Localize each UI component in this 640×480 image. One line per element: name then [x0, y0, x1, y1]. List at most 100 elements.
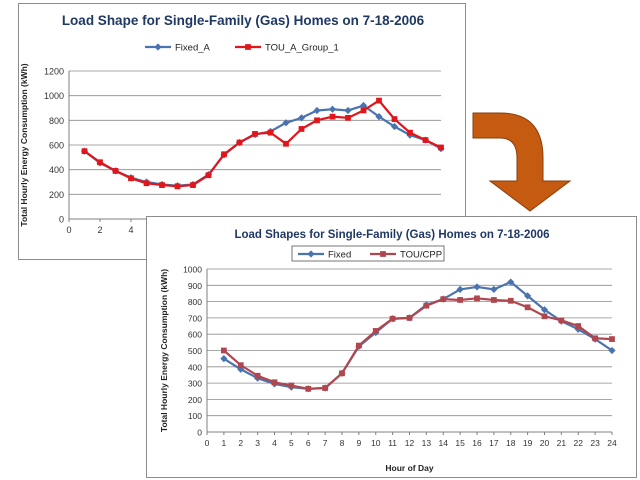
x-tick-label: 4 — [128, 225, 133, 235]
x-tick-label: 2 — [238, 438, 243, 448]
data-point-tou-cpp — [254, 372, 261, 379]
y-tick-label: 1000 — [44, 91, 64, 101]
y-tick-label: 700 — [188, 313, 202, 323]
x-tick-label: 16 — [472, 438, 482, 448]
data-point-tou-cpp — [524, 304, 531, 311]
data-point-tou-cpp — [372, 328, 379, 334]
data-point-tou-cpp — [339, 370, 345, 377]
y-tick-label: 300 — [188, 379, 202, 389]
data-point-tou-a-group-1 — [221, 151, 227, 158]
data-point-tou-a-group-1 — [314, 117, 320, 124]
data-point-tou-cpp — [457, 297, 464, 303]
legend-marker-fixed — [307, 250, 315, 258]
series-line-tou-cpp — [223, 297, 613, 390]
data-point-fixed-a — [344, 106, 352, 115]
data-point-fixed — [608, 346, 616, 355]
data-point-fixed — [540, 306, 549, 314]
x-axis-label: Hour of Day — [385, 463, 433, 473]
data-point-fixed — [473, 283, 481, 291]
legend-label-tou-a-group-1: TOU_A_Group_1 — [265, 43, 339, 54]
data-point-fixed-a — [359, 101, 368, 110]
data-point-fixed-a — [390, 122, 399, 131]
data-point-tou-a-group-1 — [283, 140, 289, 147]
chart-title: Load Shapes for Single-Family (Gas) Home… — [234, 229, 549, 241]
data-point-tou-a-group-1 — [438, 144, 444, 151]
data-point-tou-a-group-1 — [112, 168, 119, 174]
y-tick-label: 800 — [49, 116, 64, 126]
legend-label-tou-cpp: TOU/CPP — [400, 250, 442, 261]
data-point-tou-cpp — [237, 362, 244, 369]
y-tick-label: 200 — [49, 190, 64, 200]
y-tick-label: 600 — [188, 330, 202, 340]
data-point-tou-cpp — [389, 315, 396, 322]
data-point-fixed-a — [328, 105, 337, 113]
x-tick-label: 6 — [306, 438, 311, 448]
x-tick-label: 3 — [255, 438, 260, 448]
x-tick-label: 21 — [557, 438, 567, 448]
y-tick-label: 200 — [188, 395, 202, 405]
legend-label-fixed: Fixed — [328, 250, 351, 261]
series-line-tou-a-group-1 — [83, 99, 442, 188]
legend-label-fixed-a: Fixed_A — [175, 43, 211, 54]
x-tick-label: 18 — [506, 438, 516, 448]
data-point-tou-a-group-1 — [143, 180, 150, 187]
x-tick-label: 22 — [574, 438, 584, 448]
data-point-tou-cpp — [507, 297, 514, 304]
data-point-tou-a-group-1 — [422, 137, 429, 143]
x-tick-label: 1 — [222, 438, 227, 448]
data-point-tou-a-group-1 — [81, 148, 88, 155]
data-point-tou-a-group-1 — [267, 129, 274, 136]
chart-panel-fixed-vs-tou-cpp: Load Shapes for Single-Family (Gas) Home… — [146, 216, 637, 478]
y-tick-label: 1000 — [183, 265, 202, 275]
data-point-tou-cpp — [406, 315, 413, 321]
data-point-tou-cpp — [609, 336, 615, 342]
curved-arrow-icon — [472, 112, 572, 212]
legend-marker-tou-cpp — [380, 251, 386, 257]
data-point-tou-a-group-1 — [345, 114, 351, 121]
data-point-tou-a-group-1 — [159, 182, 165, 188]
y-tick-label: 500 — [188, 346, 202, 356]
data-point-tou-a-group-1 — [190, 182, 196, 188]
data-point-tou-a-group-1 — [236, 139, 243, 146]
legend-box — [291, 245, 445, 262]
data-point-tou-a-group-1 — [252, 131, 258, 137]
data-point-fixed — [220, 355, 228, 363]
series-line-fixed-a — [83, 104, 442, 187]
x-tick-label: 19 — [523, 438, 533, 448]
data-point-tou-a-group-1 — [298, 126, 305, 132]
data-point-fixed-a — [313, 106, 321, 115]
y-axis-label: Total Hourly Energy Consumption (kWh) — [159, 269, 169, 432]
x-tick-label: 24 — [607, 438, 617, 448]
x-tick-label: 5 — [289, 438, 294, 448]
data-point-tou-cpp — [575, 323, 582, 329]
x-tick-label: 20 — [540, 438, 550, 448]
data-point-fixed-a — [297, 114, 306, 122]
y-tick-label: 0 — [197, 428, 202, 438]
data-point-tou-cpp — [592, 335, 599, 342]
x-tick-label: 7 — [323, 438, 328, 448]
data-point-tou-cpp — [220, 347, 227, 354]
data-point-tou-a-group-1 — [205, 172, 212, 179]
y-tick-label: 1200 — [44, 67, 64, 77]
data-point-tou-cpp — [305, 385, 312, 392]
x-tick-label: 2 — [97, 225, 102, 235]
y-tick-label: 800 — [188, 297, 202, 307]
y-tick-label: 900 — [188, 281, 202, 291]
data-point-tou-cpp — [423, 302, 430, 309]
data-point-tou-a-group-1 — [174, 183, 181, 190]
load-shape-chart-1: Load Shape for Single-Family (Gas) Homes… — [19, 13, 445, 235]
data-point-tou-a-group-1 — [376, 97, 382, 104]
y-axis-label: Total Hourly Energy Consumption (kWh) — [19, 63, 29, 226]
x-tick-label: 9 — [357, 438, 362, 448]
data-point-fixed — [490, 285, 498, 293]
data-point-tou-cpp — [474, 295, 480, 302]
data-point-tou-a-group-1 — [128, 175, 134, 182]
data-point-tou-cpp — [440, 296, 447, 303]
y-tick-label: 400 — [188, 362, 202, 372]
legend-marker-tou-a-group-1 — [245, 44, 251, 50]
data-point-fixed — [456, 285, 464, 293]
series-line-fixed — [223, 280, 613, 390]
x-tick-label: 0 — [205, 438, 210, 448]
x-tick-label: 14 — [439, 438, 449, 448]
legend-marker-fixed-a — [154, 43, 162, 51]
